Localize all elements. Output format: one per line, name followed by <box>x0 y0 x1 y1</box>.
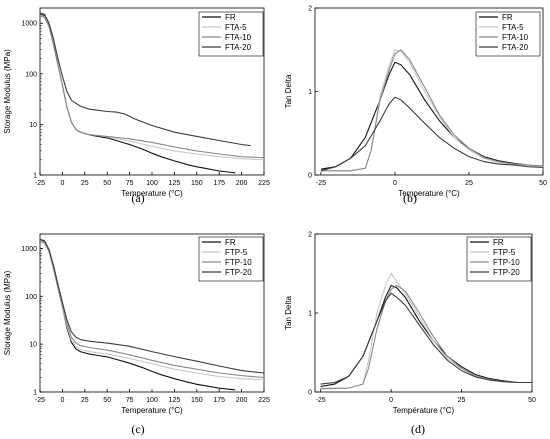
x-tick-label: 0 <box>60 397 64 404</box>
x-tick-label: -25 <box>35 397 45 404</box>
y-tick-label: 1000 <box>21 246 37 253</box>
y-tick-label: 0 <box>308 173 312 180</box>
x-tick-label: 175 <box>213 180 225 187</box>
x-tick-label: 25 <box>458 397 466 404</box>
x-tick-label: 75 <box>126 397 134 404</box>
x-tick-label: 0 <box>393 180 397 187</box>
x-tick-label: 25 <box>81 397 89 404</box>
y-axis-label: Tan Delta <box>284 296 293 330</box>
legend-box <box>466 236 532 282</box>
x-tick-label: 50 <box>103 397 111 404</box>
legend-entry: FTA-5 <box>225 23 247 32</box>
x-tick-label: -25 <box>316 397 326 404</box>
caption-c: (c) <box>131 422 145 436</box>
x-tick-label: 0 <box>389 397 393 404</box>
legend-entry: FTA-20 <box>225 43 252 52</box>
x-tick-label: 50 <box>528 397 536 404</box>
legend-entry: FR <box>502 13 513 22</box>
y-tick-label: 0 <box>308 390 312 397</box>
legend-entry: FTA-10 <box>502 33 529 42</box>
chart-a: -25 0 25 50 75 100 125 150 175 200 225 1 10 100 1000 Te… <box>3 7 270 198</box>
y-tick-label: 1 <box>308 89 312 96</box>
caption-d: (d) <box>411 422 425 436</box>
caption-a: (a) <box>131 191 145 205</box>
y-axis-label: Storage Modulus (MPa) <box>3 49 12 134</box>
x-tick-label: 100 <box>146 397 158 404</box>
series-line-fta-10 <box>40 15 264 159</box>
x-tick-label: 75 <box>126 180 134 187</box>
x-tick-label: 125 <box>169 180 181 187</box>
x-axis-label: Temperature (°C) <box>121 189 183 198</box>
x-tick-label: 0 <box>60 180 64 187</box>
x-tick-label: -25 <box>35 180 45 187</box>
x-tick-label: 225 <box>258 180 270 187</box>
y-axis-label: Storage Modulus (MPa) <box>3 270 12 355</box>
x-tick-label: 25 <box>465 180 473 187</box>
x-tick-label: 100 <box>146 180 158 187</box>
y-tick-label: 1 <box>33 173 37 180</box>
series-line-ftp-20 <box>320 292 532 385</box>
x-tick-label: 200 <box>236 180 248 187</box>
legend-entry: FR <box>225 238 236 247</box>
x-tick-label: 175 <box>213 397 225 404</box>
caption-b: (b) <box>403 191 417 205</box>
x-axis-label: Temperature (°C) <box>398 189 460 198</box>
x-tick-label: 50 <box>539 180 547 187</box>
legend-entry: FTP-10 <box>225 258 252 267</box>
y-tick-label: 1 <box>308 311 312 318</box>
legend-entry: FR <box>493 238 504 247</box>
chart-c: -25 0 25 50 75 100 125 150 175 200 225 1 10 100 1000 Te… <box>3 233 270 415</box>
y-tick-label: 1000 <box>21 21 37 28</box>
legend-box <box>475 11 541 57</box>
series-line-fta-20 <box>320 96 543 172</box>
series-line-fr <box>320 61 543 170</box>
x-tick-label: 150 <box>191 397 203 404</box>
y-tick-label: 10 <box>29 342 37 349</box>
x-axis-label: Temperature (°C) <box>121 406 183 415</box>
legend-box <box>198 11 264 57</box>
y-tick-label: 1 <box>33 390 37 397</box>
x-tick-label: 150 <box>191 180 203 187</box>
legend-entry: FTA-20 <box>502 43 529 52</box>
series-line-fta-10 <box>320 49 543 172</box>
legend-entry: FTA-10 <box>225 33 252 42</box>
legend-entry: FTP-20 <box>493 268 520 277</box>
legend-entry: FTP-20 <box>225 268 252 277</box>
series-line-ftp-10 <box>320 284 532 390</box>
y-tick-label: 2 <box>308 6 312 13</box>
x-tick-label: 225 <box>258 397 270 404</box>
y-tick-label: 100 <box>25 294 37 301</box>
y-tick-label: 100 <box>25 71 37 78</box>
y-axis-label: Tan Delta <box>284 74 293 108</box>
y-tick-label: 10 <box>29 122 37 129</box>
x-axis-label: Température (°C) <box>393 406 455 415</box>
y-tick-label: 2 <box>308 232 312 239</box>
legend-box <box>198 236 264 282</box>
x-tick-label: 25 <box>81 180 89 187</box>
series-line-ftp-10 <box>40 240 264 379</box>
x-tick-label: 200 <box>236 397 248 404</box>
legend-entry: FTP-5 <box>225 248 248 257</box>
x-tick-label: 50 <box>103 180 111 187</box>
legend-entry: FTP-5 <box>493 248 516 257</box>
legend-entry: FTP-10 <box>493 258 520 267</box>
series-line-ftp-20 <box>40 238 264 374</box>
x-tick-label: 125 <box>169 397 181 404</box>
series-line-fta-20 <box>40 12 251 147</box>
legend-entry: FTA-5 <box>502 23 524 32</box>
legend-entry: FR <box>225 13 236 22</box>
x-tick-label: -25 <box>316 180 326 187</box>
